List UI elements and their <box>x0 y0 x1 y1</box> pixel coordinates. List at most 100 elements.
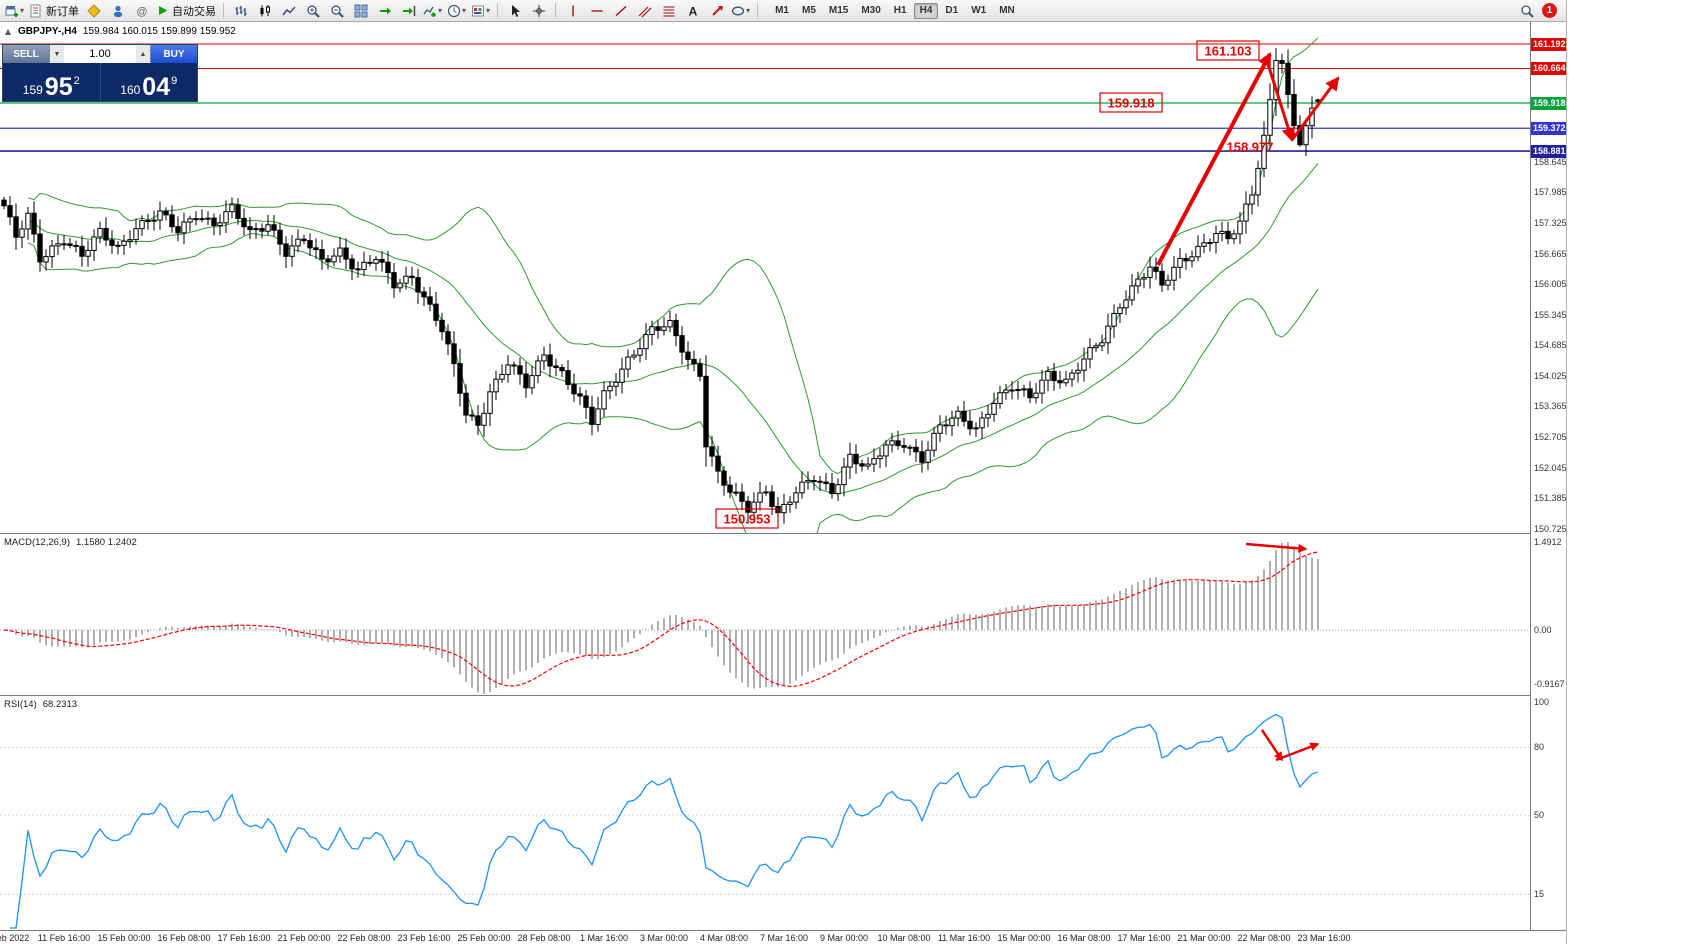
periods-button[interactable]: ▾ <box>445 1 468 20</box>
price-axis[interactable]: 158.645 157.985 157.325 156.665 156.005 155.3… <box>1530 22 1566 930</box>
macd-arrow <box>1245 542 1308 553</box>
vertical-line-icon <box>571 5 574 16</box>
macd-axis-label: 0.00 <box>1534 625 1552 635</box>
time-axis-label: 11 Feb 16:00 <box>37 933 91 943</box>
channel-button[interactable] <box>633 1 656 20</box>
rsi-name: RSI(14) <box>4 699 37 710</box>
annotation-161.103: 161.103 <box>1196 40 1260 61</box>
macd-label-row: MACD(12,26,9) 1.1580 1.2402 <box>4 537 137 548</box>
chart-line-button[interactable] <box>277 1 300 20</box>
cursor-button[interactable] <box>503 1 526 20</box>
trend-arrow <box>1156 52 1272 266</box>
svg-text:150.953: 150.953 <box>724 512 771 527</box>
volume-decrease-button[interactable]: ▼ <box>50 45 64 63</box>
volume-increase-button[interactable]: ▲ <box>136 45 150 63</box>
chart-shift-button[interactable] <box>397 1 420 20</box>
order-form-icon <box>30 4 41 17</box>
macd-panel[interactable] <box>0 534 1530 695</box>
time-axis-label: 15 Feb 00:00 <box>97 933 151 943</box>
time-axis-label: 3 Mar 00:00 <box>639 933 689 943</box>
time-axis[interactable]: 10 Feb 2022 11 Feb 16:00 15 Feb 00:00 16 Fe… <box>0 930 1566 944</box>
timeframe-button-D1[interactable]: D1 <box>945 4 959 16</box>
templates-button[interactable]: ▾ <box>469 1 492 20</box>
timeframe-button-M5[interactable]: M5 <box>801 4 816 16</box>
indicators-button[interactable]: ▾ <box>421 1 444 20</box>
new-order-button[interactable]: 新订单 <box>27 1 81 20</box>
price-axis-label: 152.045 <box>1534 462 1567 473</box>
toolbar-separator <box>223 3 225 18</box>
diamond-icon <box>86 3 101 18</box>
timeframe-button-M30[interactable]: M30 <box>861 4 881 16</box>
horizontal-line-button[interactable] <box>585 1 608 20</box>
new-chart-icon <box>5 5 18 17</box>
time-axis-label: 21 Feb 00:00 <box>277 933 331 943</box>
shapes-button[interactable]: ▾ <box>729 1 752 20</box>
time-axis-label: 7 Mar 16:00 <box>759 933 809 943</box>
zoom-out-button[interactable] <box>325 1 348 20</box>
vertical-line-button[interactable] <box>561 1 584 20</box>
fibonacci-icon <box>663 6 675 16</box>
cursor-icon <box>511 4 520 17</box>
crosshair-button[interactable] <box>527 1 550 20</box>
text-icon: A <box>688 4 697 18</box>
ask-big-digits: 04 <box>142 72 171 101</box>
rsi-arrow <box>1260 729 1284 762</box>
panel-separator[interactable] <box>0 533 1566 534</box>
timeframe-button-M1[interactable]: M1 <box>775 4 789 16</box>
trend-arrow <box>1290 76 1340 141</box>
auto-trading-button[interactable]: 自动交易 <box>154 1 218 20</box>
zoom-in-button[interactable] <box>301 1 324 20</box>
community-button[interactable] <box>106 1 129 20</box>
new-chart-button[interactable]: ▾ <box>3 1 26 20</box>
text-tool-button[interactable]: A <box>681 1 704 20</box>
trendline-button[interactable] <box>609 1 632 20</box>
time-axis-label: 22 Feb 08:00 <box>337 933 391 943</box>
svg-text:A: A <box>688 4 697 18</box>
price-badge-158.881: 158.881 <box>1531 144 1566 158</box>
svg-text:158.977: 158.977 <box>1227 140 1274 155</box>
tile-windows-button[interactable] <box>349 1 372 20</box>
mql5-button[interactable] <box>82 1 105 20</box>
price-axis-label: 151.385 <box>1534 493 1567 504</box>
timeframe-button-H4[interactable]: H4 <box>913 2 939 19</box>
price-badge-161.192: 161.192 <box>1531 37 1566 51</box>
bollinger-middle <box>27 163 1319 495</box>
price-axis-label: 154.685 <box>1534 340 1567 351</box>
time-axis-label: 16 Feb 08:00 <box>157 933 211 943</box>
fibonacci-button[interactable] <box>657 1 680 20</box>
price-axis-label: 157.325 <box>1534 218 1567 229</box>
mql-account-button[interactable]: @ <box>130 1 153 20</box>
sell-button[interactable]: SELL <box>3 45 49 63</box>
bid-pipette: 2 <box>73 75 80 87</box>
bid-price[interactable]: 159 95 2 <box>3 63 100 101</box>
rsi-axis-label: 100 <box>1534 697 1550 707</box>
indicators-icon <box>423 6 436 17</box>
notifications-badge[interactable]: 1 <box>1542 3 1557 18</box>
main-chart[interactable]: 161.103 159.918 158.977 150.953 <box>0 22 1530 583</box>
ask-price[interactable]: 160 04 9 <box>99 63 198 101</box>
time-axis-label: 11 Mar 16:00 <box>937 933 991 943</box>
volume-input[interactable]: 1.00 <box>89 48 111 60</box>
arrows-tool-button[interactable] <box>705 1 728 20</box>
search-button[interactable] <box>1515 1 1538 20</box>
timeframe-button-H1[interactable]: H1 <box>893 4 907 16</box>
timeframe-button-M15[interactable]: M15 <box>828 4 849 16</box>
price-axis-label: 158.645 <box>1534 156 1567 167</box>
at-icon: @ <box>136 6 147 18</box>
trend-arrow <box>1266 63 1296 143</box>
time-axis-label: 1 Mar 16:00 <box>579 933 629 943</box>
chart-candles-button[interactable] <box>253 1 276 20</box>
bollinger-upper <box>27 37 1319 475</box>
rsi-panel[interactable] <box>0 696 1530 930</box>
auto-scroll-button[interactable] <box>373 1 396 20</box>
template-icon <box>472 5 485 16</box>
annotation-158.977: 158.977 <box>1227 140 1274 155</box>
trendline-icon <box>615 5 627 16</box>
one-click-toggle-icon[interactable] <box>4 28 12 36</box>
chart-bars-button[interactable] <box>229 1 252 20</box>
timeframe-button-W1[interactable]: W1 <box>971 4 987 16</box>
timeframe-button-MN[interactable]: MN <box>999 4 1015 16</box>
rsi-arrow <box>1275 742 1320 762</box>
buy-button[interactable]: BUY <box>151 45 197 63</box>
panel-separator[interactable] <box>0 695 1566 696</box>
